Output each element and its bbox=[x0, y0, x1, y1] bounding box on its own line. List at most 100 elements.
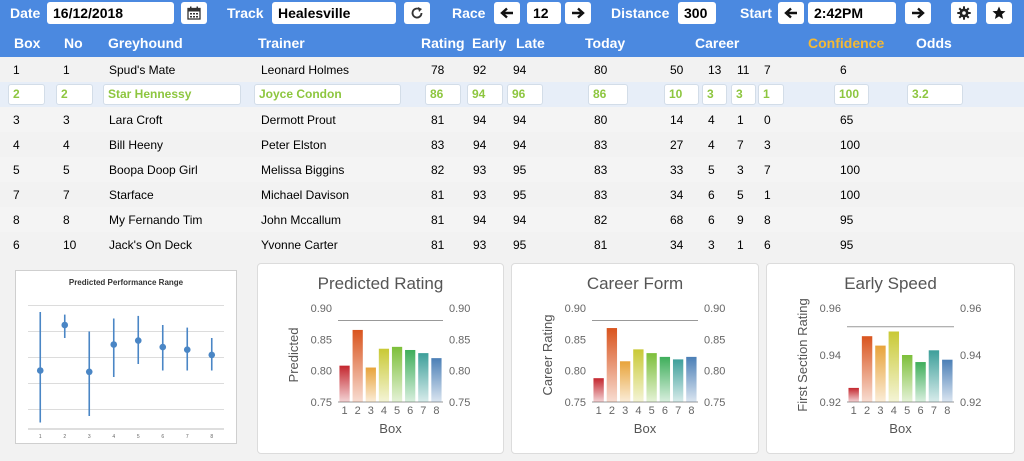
cell-career-wins[interactable]: 3 bbox=[702, 84, 727, 105]
x-axis-title: Box bbox=[634, 421, 657, 436]
cell-rating: 81 bbox=[431, 238, 445, 252]
cell-rating: 83 bbox=[431, 138, 445, 152]
cell-early: 94 bbox=[473, 138, 487, 152]
y-tick-label: 0.96 bbox=[820, 303, 841, 315]
cell-career-wins: 6 bbox=[708, 188, 715, 202]
cell-early: 93 bbox=[473, 188, 487, 202]
y-tick-label: 0.90 bbox=[565, 303, 586, 315]
range-point bbox=[85, 368, 93, 376]
cell-career-wins: 5 bbox=[708, 163, 715, 177]
cell-box: 1 bbox=[13, 63, 20, 77]
favorite-button[interactable] bbox=[986, 2, 1012, 24]
cell-greyhound: Jack's On Deck bbox=[109, 238, 192, 252]
cell-career-seconds[interactable]: 3 bbox=[731, 84, 756, 105]
cell-box[interactable]: 2 bbox=[8, 84, 45, 105]
col-greyhound[interactable]: Greyhound bbox=[108, 35, 183, 51]
cell-box: 5 bbox=[13, 163, 20, 177]
distance-field[interactable]: 300 bbox=[678, 2, 716, 24]
date-field[interactable]: 16/12/2018 bbox=[47, 2, 174, 24]
race-prev-button[interactable] bbox=[494, 2, 520, 24]
cell-career-starts: 33 bbox=[670, 163, 684, 177]
table-row[interactable]: 4 4 Bill Heeny Peter Elston 83 94 94 83 … bbox=[0, 132, 1024, 157]
distance-label: Distance bbox=[611, 5, 670, 21]
cell-career-wins: 13 bbox=[708, 63, 722, 77]
x-axis-title: Box bbox=[889, 421, 912, 436]
cell-career-wins: 3 bbox=[708, 238, 715, 252]
range-point bbox=[183, 346, 191, 353]
table-row[interactable]: 7 7 Starface Michael Davison 81 93 95 83… bbox=[0, 182, 1024, 207]
race-field[interactable]: 12 bbox=[527, 2, 561, 24]
col-late[interactable]: Late bbox=[516, 35, 545, 51]
cell-career-thirds[interactable]: 1 bbox=[758, 84, 784, 105]
start-prev-button[interactable] bbox=[778, 2, 804, 24]
cell-career-seconds: 5 bbox=[737, 188, 744, 202]
y-tick-label: 0.75 bbox=[565, 397, 586, 409]
race-label: Race bbox=[452, 5, 486, 21]
cell-confidence: 95 bbox=[840, 213, 854, 227]
col-today[interactable]: Today bbox=[585, 35, 626, 51]
cell-late[interactable]: 96 bbox=[507, 84, 543, 105]
table-row[interactable]: 5 5 Boopa Doop Girl Melissa Biggins 82 9… bbox=[0, 157, 1024, 182]
cell-career-starts[interactable]: 10 bbox=[664, 84, 699, 105]
range-point bbox=[208, 351, 216, 359]
settings-button[interactable] bbox=[951, 2, 977, 24]
cell-late: 95 bbox=[513, 188, 527, 202]
calendar-button[interactable] bbox=[181, 2, 207, 24]
bar bbox=[659, 356, 671, 402]
cell-career-wins: 4 bbox=[708, 138, 715, 152]
cell-career-thirds: 6 bbox=[764, 238, 771, 252]
track-field[interactable]: Healesville bbox=[272, 2, 396, 24]
cell-trainer[interactable]: Joyce Condon bbox=[254, 84, 401, 105]
cell-career-seconds: 7 bbox=[737, 138, 744, 152]
table-row[interactable]: 8 8 My Fernando Tim John Mccallum 81 94 … bbox=[0, 207, 1024, 232]
cell-early[interactable]: 94 bbox=[467, 84, 503, 105]
x-tick-label: 5 bbox=[649, 405, 655, 417]
cell-today[interactable]: 86 bbox=[588, 84, 628, 105]
y-axis-title: Predicted bbox=[286, 328, 301, 383]
star-icon bbox=[992, 6, 1006, 19]
cell-greyhound[interactable]: Star Hennessy bbox=[103, 84, 241, 105]
bar bbox=[633, 349, 644, 402]
col-no[interactable]: No bbox=[64, 35, 83, 51]
y-tick-label: 0.94 bbox=[820, 350, 841, 362]
y2-tick-label: 0.90 bbox=[704, 303, 725, 315]
cell-rating: 81 bbox=[431, 188, 445, 202]
col-box[interactable]: Box bbox=[14, 35, 41, 51]
bar bbox=[646, 353, 657, 402]
y-axis-title: Career Rating bbox=[540, 315, 555, 396]
col-rating[interactable]: Rating bbox=[421, 35, 465, 51]
cell-confidence[interactable]: 100 bbox=[834, 84, 869, 105]
table-row[interactable]: 3 3 Lara Croft Dermott Prout 81 94 94 80… bbox=[0, 107, 1024, 132]
bar bbox=[378, 348, 390, 402]
bar bbox=[888, 331, 900, 402]
chart-title: Predicted Performance Range bbox=[69, 278, 184, 287]
cell-career-starts: 34 bbox=[670, 238, 684, 252]
x-tick-label: 3 bbox=[88, 434, 91, 440]
y2-tick-label: 0.85 bbox=[449, 334, 470, 346]
col-career[interactable]: Career bbox=[695, 35, 740, 51]
cell-today: 80 bbox=[594, 63, 608, 77]
start-next-button[interactable] bbox=[905, 2, 931, 24]
table-row[interactable]: 1 1 Spud's Mate Leonard Holmes 78 92 94 … bbox=[0, 57, 1024, 82]
date-label: Date bbox=[10, 5, 41, 21]
col-trainer[interactable]: Trainer bbox=[258, 35, 305, 51]
cell-rating[interactable]: 86 bbox=[425, 84, 461, 105]
col-early[interactable]: Early bbox=[472, 35, 507, 51]
race-next-button[interactable] bbox=[565, 2, 591, 24]
cell-odds[interactable]: 3.2 bbox=[907, 84, 963, 105]
table-row-selected[interactable]: 2 2 Star Hennessy Joyce Condon 86 94 96 … bbox=[0, 82, 1024, 107]
start-field[interactable]: 2:42PM bbox=[808, 2, 896, 24]
cell-no[interactable]: 2 bbox=[56, 84, 93, 105]
cell-career-seconds: 1 bbox=[737, 238, 744, 252]
range-point bbox=[36, 367, 44, 374]
refresh-button[interactable] bbox=[404, 2, 430, 24]
col-odds[interactable]: Odds bbox=[916, 35, 952, 51]
col-confidence[interactable]: Confidence bbox=[808, 35, 885, 51]
cell-no: 8 bbox=[63, 213, 70, 227]
arrow-right-icon bbox=[572, 7, 585, 19]
table-row[interactable]: 6 10 Jack's On Deck Yvonne Carter 81 93 … bbox=[0, 232, 1024, 257]
track-label: Track bbox=[227, 5, 264, 21]
cell-trainer: Melissa Biggins bbox=[261, 163, 345, 177]
y2-tick-label: 0.75 bbox=[449, 397, 470, 409]
bar bbox=[405, 349, 416, 402]
